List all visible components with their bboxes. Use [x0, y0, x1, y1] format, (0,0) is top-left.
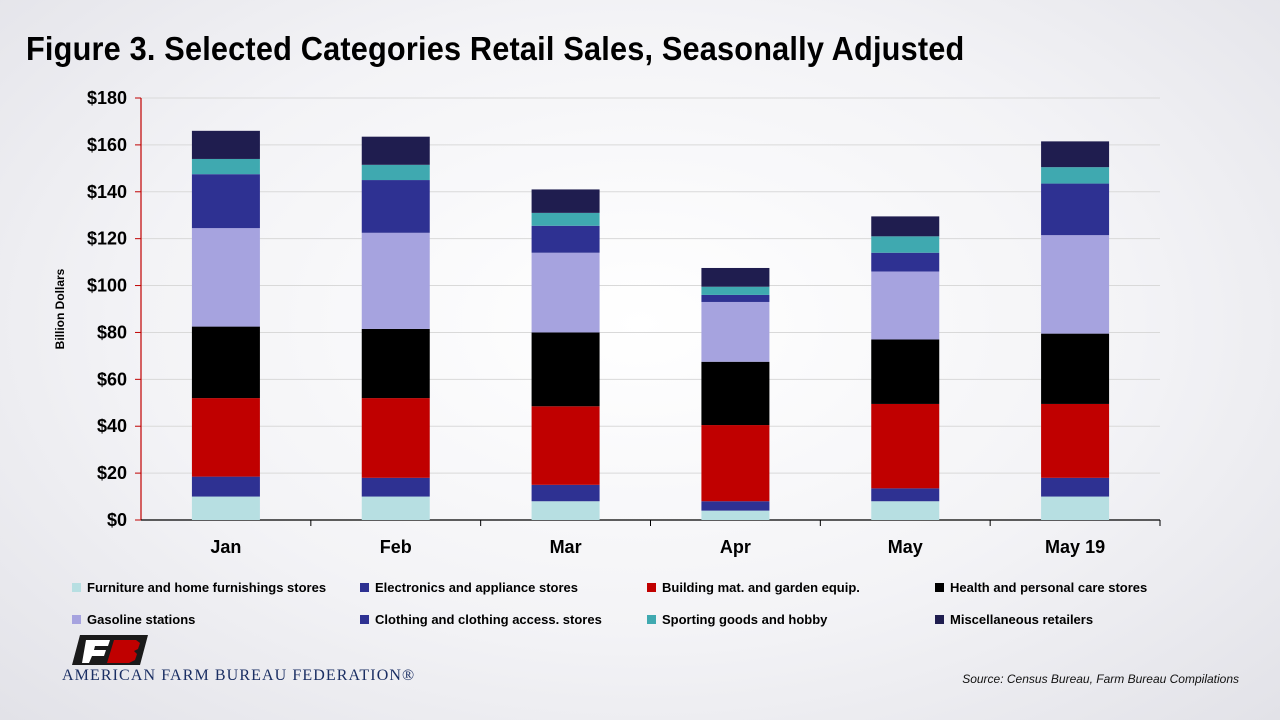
afbf-logo-mark	[72, 635, 148, 665]
bar-segment	[701, 425, 770, 502]
bar-segment	[1041, 333, 1110, 404]
legend-label: Building mat. and garden equip.	[662, 580, 860, 595]
y-tick-label: $0	[107, 510, 127, 530]
bar-segment	[1041, 477, 1110, 497]
afbf-logo: AMERICAN FARM BUREAU FEDERATION®	[62, 633, 472, 685]
legend-swatch	[360, 615, 369, 624]
x-tick-label: May	[888, 537, 923, 557]
legend-item: Health and personal care stores	[935, 580, 1147, 595]
legend-label: Furniture and home furnishings stores	[87, 580, 327, 595]
bar-segment	[191, 496, 260, 520]
stacked-bar-chart: $0 $20 $40 $60 $80 $100 $120 $140 $160 $180 Billio…	[53, 88, 1161, 557]
bar-segment	[701, 267, 770, 287]
legend-item: Gasoline stations	[72, 612, 195, 627]
bar-segment	[361, 136, 430, 165]
bar-segment	[361, 180, 430, 233]
bar-segment	[531, 225, 600, 253]
bar-segment	[1041, 496, 1110, 520]
legend-swatch	[360, 583, 369, 592]
bar-segment	[531, 252, 600, 333]
bar-segment	[191, 326, 260, 399]
bar-segment	[871, 339, 940, 404]
bar-segment	[701, 286, 770, 295]
bar-segment	[871, 488, 940, 502]
bar-segment	[1041, 141, 1110, 168]
y-tick-label: $180	[87, 88, 127, 108]
bar-segment	[701, 294, 770, 302]
bar-segment	[871, 216, 940, 237]
bar-segment	[1041, 235, 1110, 334]
bar-segment	[531, 501, 600, 520]
legend-item: Miscellaneous retailers	[935, 612, 1093, 627]
y-tick-label: $80	[97, 322, 127, 342]
chart-title: Figure 3. Selected Categories Retail Sal…	[26, 30, 965, 67]
x-tick-label: Mar	[550, 537, 582, 557]
legend-swatch	[935, 615, 944, 624]
source-note: Source: Census Bureau, Farm Bureau Compi…	[962, 672, 1239, 686]
afbf-logo-text: AMERICAN FARM BUREAU FEDERATION®	[62, 667, 416, 684]
bar-segment	[361, 164, 430, 181]
y-tick-label: $140	[87, 182, 127, 202]
bar-segment	[1041, 183, 1110, 236]
legend-item: Sporting goods and hobby	[647, 612, 827, 627]
legend-item: Building mat. and garden equip.	[647, 580, 860, 595]
bar-segment	[531, 484, 600, 502]
bar-segment	[191, 228, 260, 327]
legend-item: Electronics and appliance stores	[360, 580, 578, 595]
x-tick-label: May 19	[1045, 537, 1105, 557]
bar-segment	[871, 271, 940, 340]
bar-segment	[191, 158, 260, 175]
y-tick-label: $100	[87, 276, 127, 296]
legend-swatch	[647, 583, 656, 592]
legend-label: Health and personal care stores	[950, 580, 1148, 595]
bar-segment	[361, 398, 430, 478]
legend-label: Gasoline stations	[87, 612, 196, 627]
bar-segment	[531, 212, 600, 226]
legend-swatch	[935, 583, 944, 592]
x-tick-label: Feb	[380, 537, 412, 557]
legend-item: Furniture and home furnishings stores	[72, 580, 326, 595]
bar-segment	[1041, 403, 1110, 478]
y-tick-label: $160	[87, 135, 127, 155]
bar-segment	[191, 130, 260, 159]
bar-segment	[871, 252, 940, 272]
legend-label: Clothing and clothing access. stores	[375, 612, 602, 627]
bar-segment	[361, 232, 430, 329]
bar-segment	[191, 398, 260, 477]
bar-segment	[531, 406, 600, 485]
y-tick-label: $120	[87, 229, 127, 249]
bar-segment	[1041, 167, 1110, 184]
bar-segment	[701, 361, 770, 426]
bar-segment	[701, 501, 770, 511]
legend-item: Clothing and clothing access. stores	[360, 612, 602, 627]
bar-segment	[531, 189, 600, 213]
legend-label: Sporting goods and hobby	[662, 612, 828, 627]
bar-segment	[871, 403, 940, 489]
bar-segment	[191, 174, 260, 229]
legend-swatch	[647, 615, 656, 624]
bar-segment	[871, 501, 940, 520]
x-tick-label: Jan	[210, 537, 241, 557]
y-tick-label: $60	[97, 369, 127, 389]
bar-segment	[191, 476, 260, 497]
y-axis-title: Billion Dollars	[53, 268, 67, 349]
bar-segment	[871, 236, 940, 253]
y-tick-label: $20	[97, 463, 127, 483]
y-tick-label: $40	[97, 416, 127, 436]
bar-segment	[361, 496, 430, 520]
legend-swatch	[72, 583, 81, 592]
legend-swatch	[72, 615, 81, 624]
bar-segment	[701, 301, 770, 362]
bar-segment	[701, 510, 770, 520]
bar-segment	[361, 328, 430, 399]
legend-label: Miscellaneous retailers	[950, 612, 1094, 627]
bar-segment	[531, 332, 600, 407]
x-tick-label: Apr	[720, 537, 751, 557]
bar-segment	[361, 477, 430, 497]
legend-label: Electronics and appliance stores	[375, 580, 579, 595]
